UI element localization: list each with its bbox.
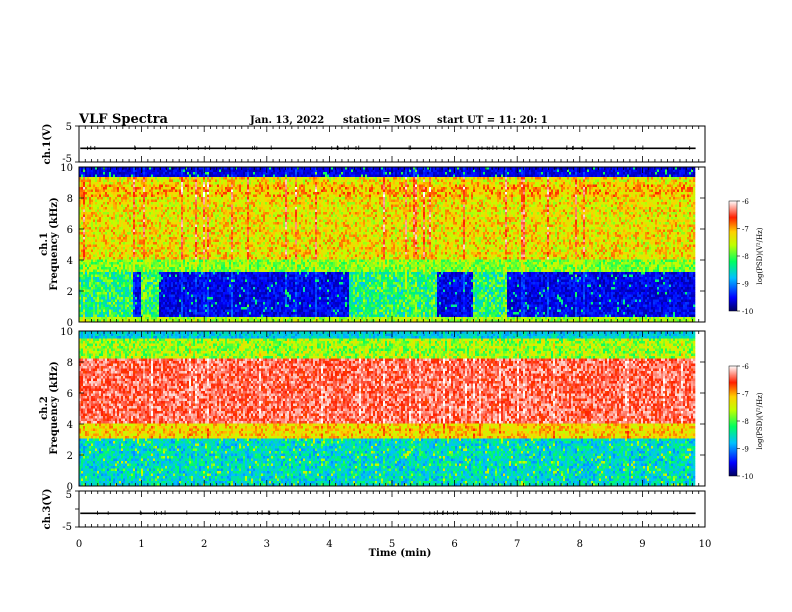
- ch2-spectrogram-ytick-labels: 0 2 4 6 8 10: [60, 327, 73, 493]
- ch1-spectrogram-panel: 0 2 4 6 8 10 ch.1 Frequency (kHz): [39, 163, 706, 329]
- ch3-voltage-ytick-top: 5: [66, 490, 72, 501]
- ch3-voltage-ytick-bottom: -5: [62, 522, 72, 533]
- ch1-voltage-ytick-bottom: -5: [62, 154, 72, 165]
- y-tick-label: 2: [67, 451, 73, 462]
- ch3-voltage-panel: 5 -5 ch.3(V): [42, 488, 706, 533]
- ch2-colorbar-tick-labels: -6 -7 -8 -9 -10: [737, 363, 753, 481]
- x-axis-tick-labels: 0 1 2 3 4 5 6 7 8 9 10: [76, 539, 712, 550]
- colorbar-tick-label: -7: [742, 226, 749, 234]
- y-tick-label: 2: [67, 287, 73, 298]
- y-tick-label: 8: [67, 358, 73, 369]
- ch1-colorbar-title: log(PSD)(V²/Hz): [756, 227, 764, 284]
- ch1-spectrogram-ylabel-channel: ch.1: [39, 232, 50, 256]
- ch2-colorbar-gradient: [728, 365, 738, 477]
- start-time-label: start UT = 11: 20: 1: [437, 115, 548, 126]
- colorbar-tick-label: -8: [742, 253, 749, 261]
- ch2-colorbar: -6 -7 -8 -9 -10 log(PSD)(V²/Hz): [728, 363, 764, 481]
- colorbar-tick-label: -10: [742, 473, 753, 481]
- x-tick-label: 7: [514, 539, 520, 550]
- ch1-voltage-spikes: [87, 145, 691, 150]
- figure-title: VLF Spectra: [78, 112, 169, 127]
- colorbar-tick-label: -6: [742, 198, 749, 206]
- ch3-voltage-ticks: [75, 490, 706, 528]
- x-tick-label: 8: [577, 539, 583, 550]
- x-tick-label: 1: [138, 539, 144, 550]
- ch1-voltage-ylabel: ch.1(V): [42, 123, 53, 164]
- y-tick-label: 4: [67, 420, 73, 431]
- ch1-spectrogram-ytick-labels: 0 2 4 6 8 10: [60, 163, 73, 329]
- x-tick-label: 3: [264, 539, 270, 550]
- ch2-spectrogram-image: [79, 331, 696, 486]
- colorbar-tick-label: -6: [742, 363, 749, 371]
- ch1-colorbar-tick-labels: -6 -7 -8 -9 -10: [737, 198, 753, 316]
- x-axis-label: Time (min): [369, 548, 432, 559]
- ch2-colorbar-title: log(PSD)(V²/Hz): [756, 392, 764, 449]
- y-tick-label: 8: [67, 194, 73, 205]
- y-tick-label: 10: [60, 327, 73, 338]
- colorbar-tick-label: -9: [742, 281, 749, 289]
- ch2-spectrogram-ticks: [78, 330, 706, 487]
- colorbar-tick-label: -8: [742, 418, 749, 426]
- ch1-spectrogram-ylabel-freq: Frequency (kHz): [49, 197, 60, 290]
- x-tick-label: 10: [699, 539, 712, 550]
- ch1-voltage-panel: 5 -5 ch.1(V): [42, 122, 706, 165]
- y-tick-label: 0: [67, 318, 73, 329]
- ch2-spectrogram-ylabel-freq: Frequency (kHz): [49, 361, 60, 454]
- y-tick-label: 6: [67, 225, 73, 236]
- date-label: Jan. 13, 2022: [249, 115, 324, 126]
- ch1-spectrogram-image: [79, 167, 696, 322]
- ch1-voltage-ticks: [75, 125, 706, 163]
- ch3-voltage-spikes: [97, 510, 679, 515]
- station-label: station= MOS: [343, 115, 421, 126]
- ch3-voltage-ylabel: ch.3(V): [42, 488, 53, 529]
- colorbar-tick-label: -9: [742, 446, 749, 454]
- x-tick-label: 2: [201, 539, 207, 550]
- y-tick-label: 10: [60, 163, 73, 174]
- ch1-colorbar: -6 -7 -8 -9 -10 log(PSD)(V²/Hz): [728, 198, 764, 316]
- ch2-spectrogram-panel: 0 2 4 6 8 10 ch.2 Frequency (kHz): [39, 327, 706, 493]
- ch2-spectrogram-ylabel-channel: ch.2: [39, 396, 50, 420]
- y-tick-label: 4: [67, 256, 73, 267]
- y-tick-label: 6: [67, 389, 73, 400]
- x-tick-label: 5: [389, 539, 395, 550]
- ch1-voltage-ytick-top: 5: [66, 122, 72, 133]
- x-tick-label: 4: [326, 539, 332, 550]
- x-tick-label: 9: [639, 539, 645, 550]
- colorbar-tick-label: -7: [742, 391, 749, 399]
- x-tick-label: 0: [76, 539, 82, 550]
- y-tick-label: 0: [67, 482, 73, 493]
- colorbar-tick-label: -10: [742, 308, 753, 316]
- ch1-spectrogram-ticks: [78, 166, 706, 323]
- ch1-colorbar-gradient: [728, 200, 738, 312]
- x-tick-label: 6: [451, 539, 457, 550]
